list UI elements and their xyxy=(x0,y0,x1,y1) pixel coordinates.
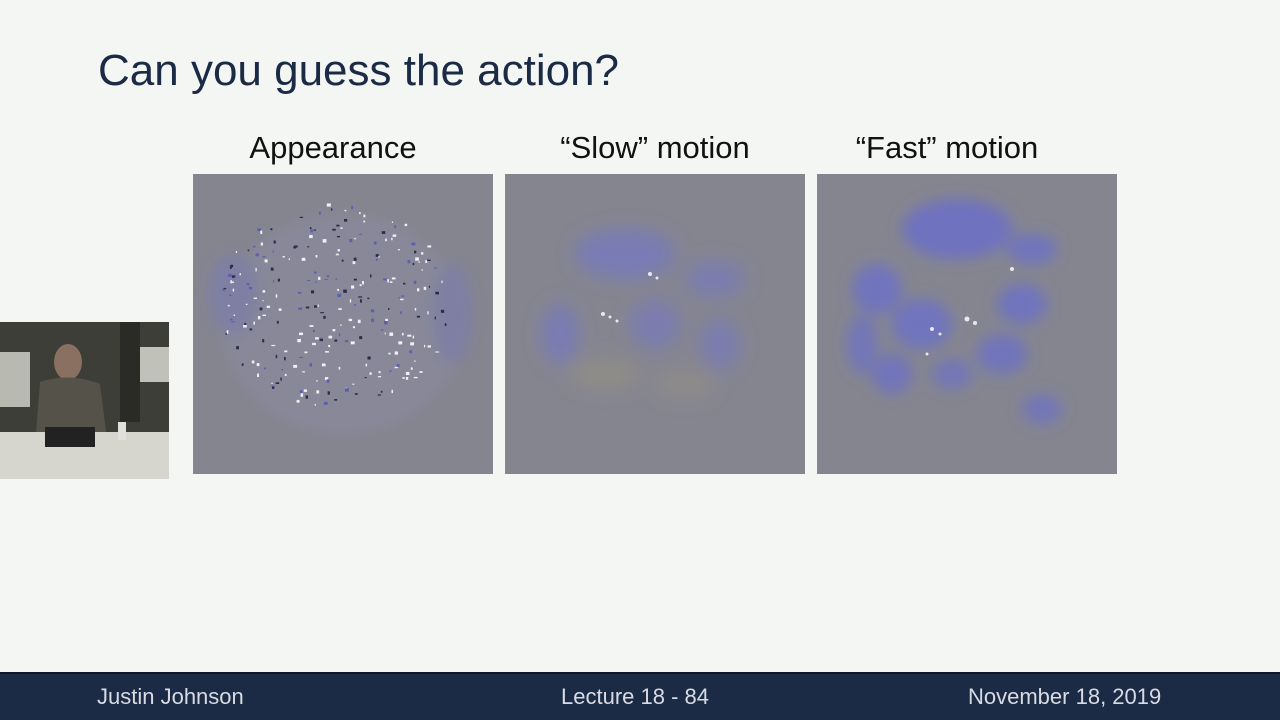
slide-title: Can you guess the action? xyxy=(98,46,620,95)
panel-label-slow-motion: “Slow” motion xyxy=(560,130,750,165)
panel-label-fast-motion: “Fast” motion xyxy=(855,130,1039,165)
presenter-webcam xyxy=(0,322,169,479)
footer-date: November 18, 2019 xyxy=(968,684,1162,709)
fast-motion-visualization xyxy=(817,174,1117,474)
footer-author: Justin Johnson xyxy=(97,684,244,709)
footer-lecture-number: Lecture 18 - 84 xyxy=(561,684,709,709)
appearance-visualization xyxy=(193,174,493,474)
panel-label-appearance: Appearance xyxy=(249,130,417,165)
footer-bar: Justin Johnson Lecture 18 - 84 November … xyxy=(0,672,1280,720)
slow-motion-visualization xyxy=(505,174,805,474)
